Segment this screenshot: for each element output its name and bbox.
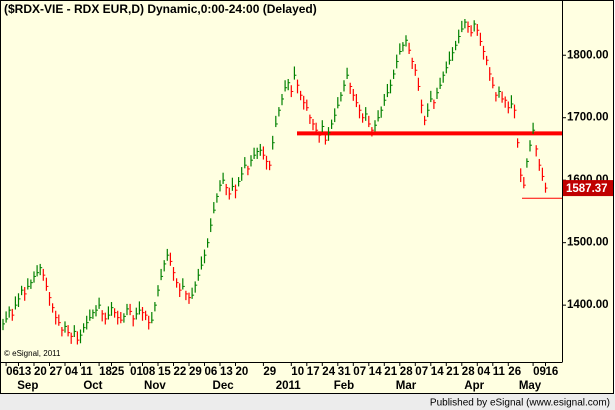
month-label: May [519, 380, 542, 392]
x-tick-label: 22 [174, 366, 187, 378]
x-tick-label: 27 [50, 366, 63, 378]
x-tick-label: 13 [220, 366, 233, 378]
x-tick-label: 24 [322, 366, 335, 378]
x-tick-label: 21 [446, 366, 459, 378]
footer-bar [0, 394, 615, 410]
x-tick-label: 29 [263, 366, 276, 378]
x-tick-label: 25 [112, 366, 125, 378]
x-tick-label: 16 [546, 366, 559, 378]
x-tick-label: 06 [205, 366, 218, 378]
month-label: Oct [83, 380, 102, 392]
x-tick-label: 14 [369, 366, 382, 378]
month-label: Mar [396, 380, 417, 392]
x-tick-label: 17 [307, 366, 320, 378]
y-tick-label: 1700.00 [567, 112, 609, 124]
month-label: Apr [464, 380, 484, 392]
x-tick-label: 18 [99, 366, 112, 378]
x-tick-label: 26 [508, 366, 521, 378]
x-tick-label: 06 [6, 366, 19, 378]
month-label: 2011 [276, 380, 302, 392]
x-tick-label: 20 [34, 366, 47, 378]
x-tick-label: 07 [353, 366, 366, 378]
x-tick-label: 21 [384, 366, 397, 378]
month-label: Sep [17, 380, 38, 392]
chart-background [0, 0, 614, 394]
y-tick-label: 1800.00 [567, 49, 609, 61]
month-label: Feb [334, 380, 354, 392]
x-tick-label: 31 [338, 366, 351, 378]
x-tick-label: 11 [493, 366, 506, 378]
x-tick-label: 29 [189, 366, 202, 378]
x-tick-label: 07 [415, 366, 428, 378]
x-tick-label: 10 [291, 366, 304, 378]
x-tick-label: 28 [400, 366, 413, 378]
last-price-box [563, 180, 613, 197]
y-tick-label: 1400.00 [567, 299, 609, 311]
x-tick-label: 01 [130, 366, 143, 378]
x-tick-label: 14 [431, 366, 444, 378]
chart-title: ($RDX-VIE - RDX EUR,D) Dynamic,0:00-24:0… [4, 2, 317, 16]
x-tick-label: 15 [158, 366, 171, 378]
x-tick-label: 08 [143, 366, 156, 378]
last-price-label: 1587.37 [566, 183, 608, 195]
x-tick-label: 04 [65, 366, 78, 378]
x-tick-label: 13 [19, 366, 32, 378]
month-label: Dec [213, 380, 235, 392]
x-tick-label: 11 [81, 366, 94, 378]
x-tick-label: 04 [477, 366, 490, 378]
month-label: Nov [144, 380, 166, 392]
y-tick-label: 1500.00 [567, 237, 609, 249]
plot-area [2, 19, 562, 345]
watermark: © eSignal, 2011 [4, 349, 61, 358]
x-tick-label: 09 [533, 366, 546, 378]
footer: Published by eSignal (www.esignal.com) [430, 398, 610, 409]
x-tick-label: 20 [236, 366, 249, 378]
x-tick-label: 28 [462, 366, 475, 378]
